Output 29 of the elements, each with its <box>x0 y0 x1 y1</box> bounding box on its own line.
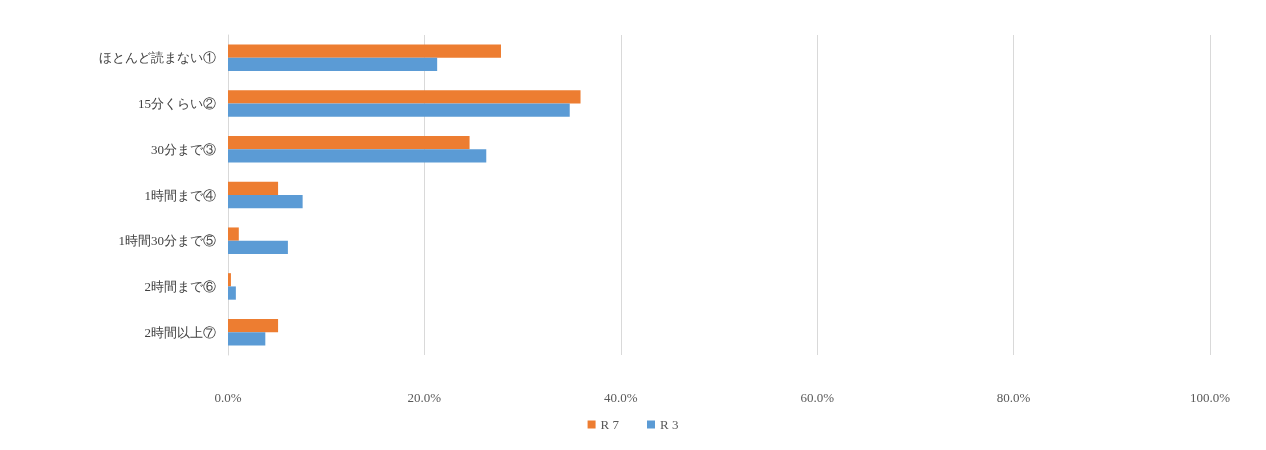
bar <box>228 103 570 117</box>
y-tick-label: 30分まで③ <box>151 141 216 157</box>
bar <box>228 195 303 209</box>
x-tick-label: 40.0% <box>604 390 638 405</box>
bar <box>228 318 279 333</box>
x-tick-label: 20.0% <box>407 390 442 405</box>
x-tick-label: 100.0% <box>1189 390 1231 405</box>
y-tick-label: 1時間30分まで⑤ <box>118 233 216 249</box>
x-tick-label: 60.0% <box>800 390 835 405</box>
bar <box>228 44 501 58</box>
x-tick-label: 0.0% <box>214 390 242 405</box>
y-tick-label: 1時間まで④ <box>144 187 216 203</box>
bar <box>228 149 487 163</box>
bar <box>228 136 470 150</box>
x-tick-label: 80.0% <box>996 390 1031 405</box>
y-tick-label: 2時間まで⑥ <box>144 278 216 294</box>
bar <box>228 227 239 241</box>
legend-label: R 3 <box>660 417 679 432</box>
y-tick-label: 2時間以上⑦ <box>144 324 216 340</box>
legend-label: R 7 <box>600 417 620 432</box>
bar <box>228 57 438 72</box>
bar <box>228 240 288 254</box>
bar <box>228 286 236 300</box>
bar <box>228 332 266 346</box>
bar <box>228 181 279 195</box>
bar <box>228 273 231 287</box>
y-tick-label: 15分くらい② <box>138 96 216 112</box>
y-tick-label: ほとんど読まない① <box>99 50 216 66</box>
bar <box>228 90 581 104</box>
